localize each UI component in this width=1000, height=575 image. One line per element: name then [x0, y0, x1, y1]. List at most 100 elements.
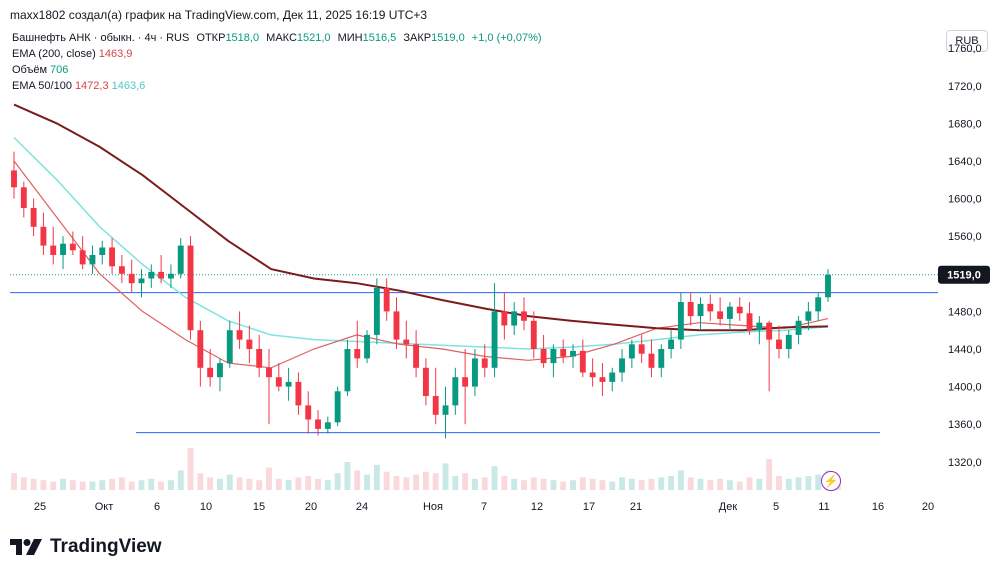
volume-bar — [383, 471, 390, 490]
volume-bar — [805, 476, 812, 490]
volume-bar — [285, 480, 292, 490]
volume-bar — [560, 481, 567, 490]
volume-bar — [167, 480, 174, 490]
candle-body — [324, 422, 331, 429]
volume-value: 706 — [50, 64, 69, 76]
x-tick-label: 21 — [630, 501, 642, 513]
volume-bar — [746, 477, 753, 490]
candle-body — [609, 372, 616, 382]
volume-bar — [373, 464, 380, 490]
candle-body — [452, 377, 459, 406]
volume-bar — [177, 470, 184, 490]
candle-body — [795, 320, 802, 335]
volume-bar — [344, 462, 351, 490]
candle-body — [79, 250, 86, 265]
high-label: МАКС — [266, 32, 297, 44]
change-value: +1,0 (+0,07%) — [471, 32, 542, 44]
candle-body — [491, 311, 498, 368]
x-tick-label: 20 — [922, 501, 934, 513]
candle-body — [570, 350, 576, 357]
volume-bar — [226, 474, 233, 490]
volume-bar — [511, 478, 518, 490]
candle-body — [815, 297, 822, 312]
candle-body — [825, 274, 831, 298]
candle-body — [275, 377, 282, 387]
candle-body — [295, 381, 302, 406]
candle-body — [177, 245, 184, 274]
candle-body — [687, 302, 694, 317]
horizontal-levels[interactable] — [10, 274, 938, 434]
candles — [11, 151, 831, 439]
volume-bar — [246, 478, 253, 490]
candle-body — [413, 344, 420, 368]
ema50-line — [13, 160, 829, 369]
low-label: МИН — [337, 32, 363, 44]
volume-bar — [50, 481, 57, 490]
x-tick-label: 16 — [872, 501, 884, 513]
candle-body — [521, 311, 527, 321]
last-price-badge: 1519,0 — [938, 265, 990, 284]
ema50100-row: EMA 50/100 1472,3 1463,6 — [12, 78, 542, 94]
volume-bar — [795, 477, 802, 490]
volume-bar — [619, 477, 625, 490]
volume-bar — [266, 467, 272, 490]
volume-bar — [570, 480, 576, 490]
volume-bar — [766, 459, 773, 490]
volume-bar — [668, 476, 675, 490]
volume-bar — [109, 478, 116, 490]
candle-body — [226, 330, 233, 364]
volume-bar — [707, 480, 714, 490]
candle-body — [560, 349, 567, 357]
volume-bar — [69, 480, 76, 490]
volume-bar — [354, 470, 361, 490]
volume-bar — [521, 480, 527, 490]
lightning-icon[interactable]: ⚡ — [821, 471, 841, 491]
candle-body — [109, 247, 116, 267]
close-label: ЗАКР — [403, 32, 432, 44]
candle-body — [256, 349, 263, 368]
volume-bar — [687, 477, 694, 490]
volume-bar — [736, 481, 743, 490]
volume-bar — [491, 466, 498, 490]
volume-bars — [11, 448, 841, 490]
open-value: 1518,0 — [225, 32, 260, 44]
y-tick-label: 1360,0 — [948, 419, 982, 431]
chart-legend: Башнефть АНК · обыкн. · 4ч · RUS ОТКР151… — [12, 30, 542, 94]
volume-bar — [305, 476, 312, 490]
volume-row: Объём 706 — [12, 62, 542, 78]
volume-bar — [628, 478, 635, 490]
x-tick-label: 7 — [481, 501, 487, 513]
y-tick-label: 1400,0 — [948, 382, 982, 394]
candle-body — [481, 358, 488, 368]
candle-body — [462, 377, 469, 387]
currency-button[interactable]: RUB — [946, 30, 988, 52]
ema200-label: EMA (200, close) — [12, 48, 96, 60]
volume-bar — [540, 478, 547, 490]
volume-bar — [579, 477, 586, 490]
volume-bar — [403, 477, 410, 490]
y-tick-label: 1600,0 — [948, 194, 982, 206]
candle-body — [776, 339, 782, 349]
volume-bar — [442, 463, 449, 490]
candle-body — [579, 350, 586, 373]
volume-bar — [677, 470, 684, 490]
candle-body — [138, 278, 145, 284]
candle-body — [118, 266, 125, 274]
candle-body — [315, 419, 321, 429]
candle-body — [60, 243, 66, 255]
ema200-line — [13, 103, 829, 332]
candle-body — [50, 245, 57, 255]
candle-body — [628, 344, 635, 359]
x-tick-label: 10 — [200, 501, 212, 513]
candle-body — [69, 243, 76, 251]
candle-body — [285, 381, 292, 387]
volume-bar — [236, 477, 243, 490]
y-tick-label: 1560,0 — [948, 231, 982, 243]
x-tick-label: Окт — [95, 501, 114, 513]
candle-body — [344, 349, 351, 392]
volume-bar — [648, 478, 655, 490]
tradingview-logo[interactable]: TradingView — [10, 536, 162, 558]
candle-body — [393, 311, 400, 340]
candle-body — [128, 273, 135, 284]
